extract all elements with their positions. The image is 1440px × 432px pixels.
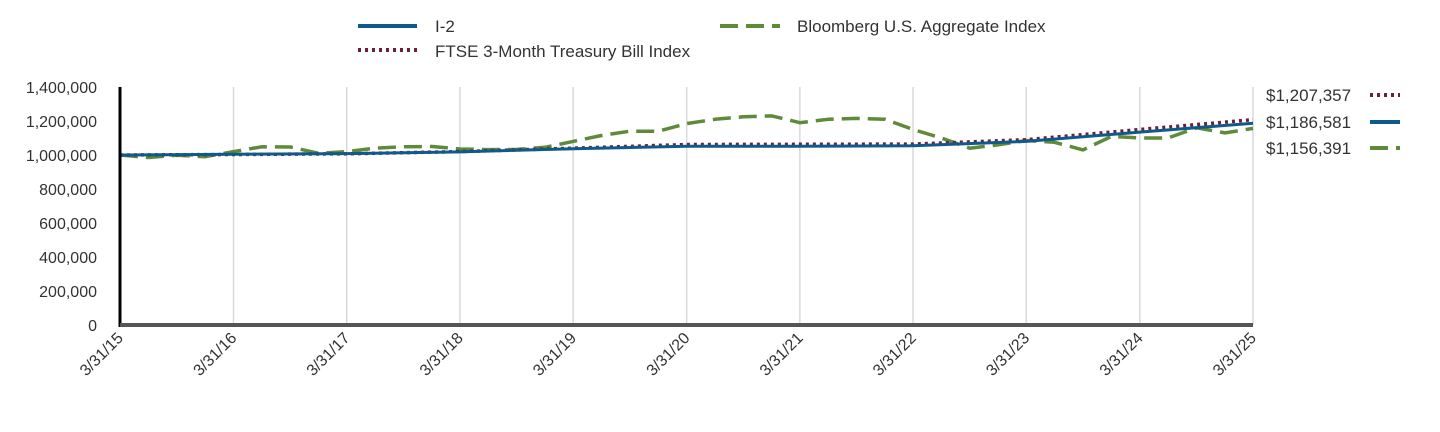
y-tick-label: 800,000 (39, 182, 97, 199)
legend-label: I-2 (435, 17, 455, 36)
x-tick-label: 3/31/23 (983, 330, 1033, 380)
y-tick-label: 0 (88, 318, 97, 335)
legend-label: FTSE 3-Month Treasury Bill Index (435, 42, 691, 61)
x-tick-label: 3/31/24 (1097, 330, 1147, 380)
y-axis-tick-labels: 0 200,000 400,000 600,000 800,000 1,000,000 1,… (26, 80, 97, 335)
x-tick-label: 3/31/20 (644, 330, 694, 380)
series-lines (119, 114, 1254, 160)
y-tick-label: 400,000 (39, 250, 97, 267)
x-tick-label: 3/31/21 (757, 330, 807, 380)
x-tick-label: 3/31/18 (417, 330, 467, 380)
x-axis-tick-labels: 3/31/15 3/31/16 3/31/17 3/31/18 3/31/19 3/31/… (77, 330, 1260, 380)
series-line-2 (119, 114, 1254, 160)
end-value-label: $1,207,357 (1266, 86, 1351, 105)
series-line-0 (119, 121, 1254, 157)
x-tick-label: 3/31/16 (191, 330, 241, 380)
x-tick-label: 3/31/22 (870, 330, 920, 380)
y-tick-label: 1,400,000 (26, 80, 97, 97)
end-value-label: $1,186,581 (1266, 113, 1351, 132)
y-tick-label: 1,000,000 (26, 148, 97, 165)
end-value-labels: $1,186,581 $1,207,357 $1,156,391 (1266, 86, 1400, 158)
end-value-label: $1,156,391 (1266, 139, 1351, 158)
y-tick-label: 600,000 (39, 216, 97, 233)
legend-label: Bloomberg U.S. Aggregate Index (797, 17, 1046, 36)
x-tick-label: 3/31/25 (1210, 330, 1260, 380)
y-tick-label: 200,000 (39, 284, 97, 301)
vertical-gridlines (232, 87, 1254, 325)
x-tick-label: 3/31/17 (304, 330, 354, 380)
x-tick-label: 3/31/15 (77, 330, 127, 380)
y-tick-label: 1,200,000 (26, 114, 97, 131)
legend: I-2 FTSE 3-Month Treasury Bill Index Bloom… (358, 17, 1046, 61)
axes (118, 87, 1253, 327)
x-tick-label: 3/31/19 (530, 330, 580, 380)
